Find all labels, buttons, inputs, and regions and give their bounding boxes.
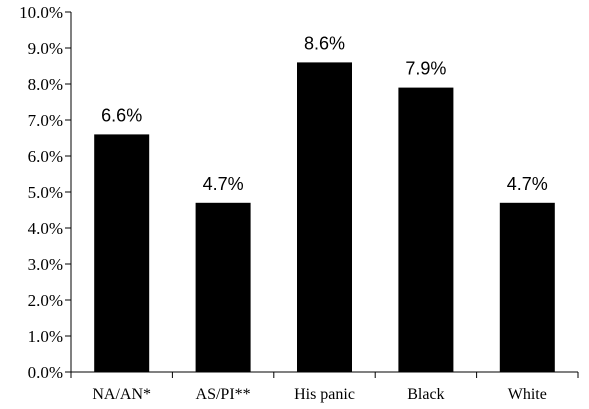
y-tick-label: 7.0%: [28, 111, 63, 130]
category-label: His panic: [294, 386, 355, 403]
bar: [499, 202, 555, 372]
data-labels: 6.6% 4.7% 8.6% 7.9% 4.7%: [101, 33, 548, 193]
category-labels: NA/AN* AS/PI** His panic Black White: [92, 386, 546, 403]
category-label: NA/AN*: [92, 386, 151, 403]
bar: [94, 134, 150, 372]
data-label: 4.7%: [203, 174, 244, 194]
y-tick-label: 6.0%: [28, 147, 63, 166]
bar: [195, 202, 251, 372]
y-tick-label: 10.0%: [19, 3, 63, 22]
y-tick-label: 5.0%: [28, 183, 63, 202]
data-label: 8.6%: [304, 33, 345, 53]
y-axis: 0.0% 1.0% 2.0% 3.0% 4.0% 5.0% 6.0% 7.0% 8.0% 9.0%…: [19, 3, 72, 382]
y-tick-label: 9.0%: [28, 39, 63, 58]
x-axis: [70, 371, 579, 378]
y-tick-label: 2.0%: [28, 291, 63, 310]
y-tick-label: 8.0%: [28, 75, 63, 94]
data-label: 7.9%: [405, 59, 446, 79]
bar: [398, 87, 454, 372]
y-tick-label: 0.0%: [28, 363, 63, 382]
data-label: 4.7%: [507, 174, 548, 194]
y-tick-label: 4.0%: [28, 219, 63, 238]
y-tick-label: 1.0%: [28, 327, 63, 346]
category-label: Black: [407, 386, 444, 403]
bars: [94, 62, 555, 373]
data-label: 6.6%: [101, 105, 142, 125]
category-label: AS/PI**: [196, 386, 251, 403]
bar: [297, 62, 352, 373]
y-tick-label: 3.0%: [28, 255, 63, 274]
category-label: White: [508, 386, 547, 403]
